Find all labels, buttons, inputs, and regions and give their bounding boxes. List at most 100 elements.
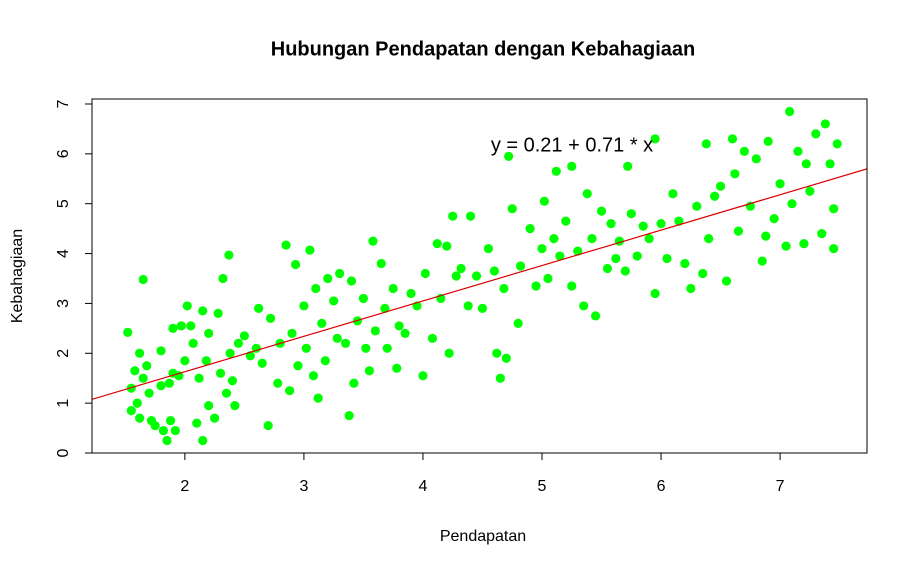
point (785, 106, 795, 117)
point (224, 250, 234, 260)
point (680, 258, 690, 269)
x-axis-label: Pendapatan (440, 528, 526, 545)
point (293, 361, 303, 371)
point (495, 373, 505, 383)
point (340, 338, 351, 348)
point (602, 263, 613, 274)
point (239, 331, 249, 341)
point (611, 253, 621, 264)
point (198, 435, 208, 446)
point (364, 366, 374, 376)
point (727, 134, 738, 144)
point (489, 266, 499, 276)
point (504, 151, 514, 161)
point (165, 415, 176, 426)
point (349, 378, 359, 388)
point (299, 301, 309, 311)
point (150, 420, 160, 431)
point (320, 356, 330, 366)
point (192, 418, 202, 428)
point (817, 229, 827, 239)
point (176, 321, 186, 331)
point (805, 186, 815, 196)
point (733, 226, 744, 236)
point (477, 303, 488, 314)
point (525, 224, 535, 234)
point (290, 259, 301, 270)
point (623, 161, 633, 171)
point (188, 338, 198, 348)
point (582, 189, 592, 199)
y-tick-label: 1 (55, 399, 72, 408)
point (388, 283, 398, 294)
point (144, 388, 154, 398)
point (829, 204, 839, 214)
point (501, 353, 511, 363)
point (686, 283, 696, 294)
plot-box (91, 98, 868, 454)
point (132, 398, 142, 408)
point (130, 366, 140, 376)
point (710, 191, 720, 201)
point (590, 311, 601, 321)
point (427, 333, 438, 343)
point (344, 411, 354, 421)
point (567, 161, 577, 171)
point (156, 346, 166, 356)
point (308, 371, 319, 381)
point (394, 321, 404, 331)
point (400, 328, 410, 338)
point (170, 425, 180, 436)
point (376, 258, 386, 269)
point (194, 373, 204, 383)
point (317, 318, 327, 328)
point (539, 196, 549, 206)
point (555, 251, 565, 261)
point (442, 241, 452, 251)
point (135, 413, 145, 423)
point (227, 376, 238, 386)
point (233, 338, 244, 348)
x-tick-label: 2 (180, 478, 189, 495)
regression-line (92, 168, 867, 400)
point (775, 179, 785, 189)
point (801, 159, 811, 169)
point (787, 199, 797, 209)
point (739, 146, 749, 156)
point (644, 234, 654, 244)
point (158, 425, 169, 436)
point (230, 401, 240, 411)
point (213, 308, 223, 318)
point (483, 243, 494, 254)
point (596, 206, 607, 216)
point (281, 240, 291, 250)
y-axis-label: Kebahagiaan (9, 229, 26, 323)
y-tick-label: 6 (55, 149, 72, 158)
point (335, 268, 345, 279)
point (380, 303, 390, 314)
point (626, 209, 636, 219)
point (182, 301, 192, 311)
annotation: y = 0.21 + 0.71 * x (491, 134, 653, 156)
point (820, 119, 830, 129)
point (573, 246, 583, 256)
point (531, 281, 541, 291)
point (825, 159, 835, 169)
point (662, 253, 672, 264)
point (406, 288, 416, 299)
point (757, 256, 767, 266)
point (432, 238, 442, 249)
point (287, 328, 297, 338)
point (215, 368, 226, 378)
point (456, 263, 466, 274)
point (201, 356, 211, 366)
point (329, 296, 339, 306)
point (210, 413, 220, 423)
point (332, 333, 342, 343)
point (420, 268, 430, 279)
point (448, 211, 458, 221)
point (587, 234, 597, 244)
point (180, 356, 190, 366)
point (513, 318, 523, 328)
